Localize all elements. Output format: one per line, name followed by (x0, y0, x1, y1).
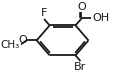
Text: F: F (40, 8, 47, 18)
Text: O: O (18, 35, 27, 45)
Text: Br: Br (74, 62, 87, 72)
Text: OH: OH (92, 13, 109, 24)
Text: CH₃: CH₃ (1, 40, 20, 50)
Text: O: O (78, 1, 86, 12)
